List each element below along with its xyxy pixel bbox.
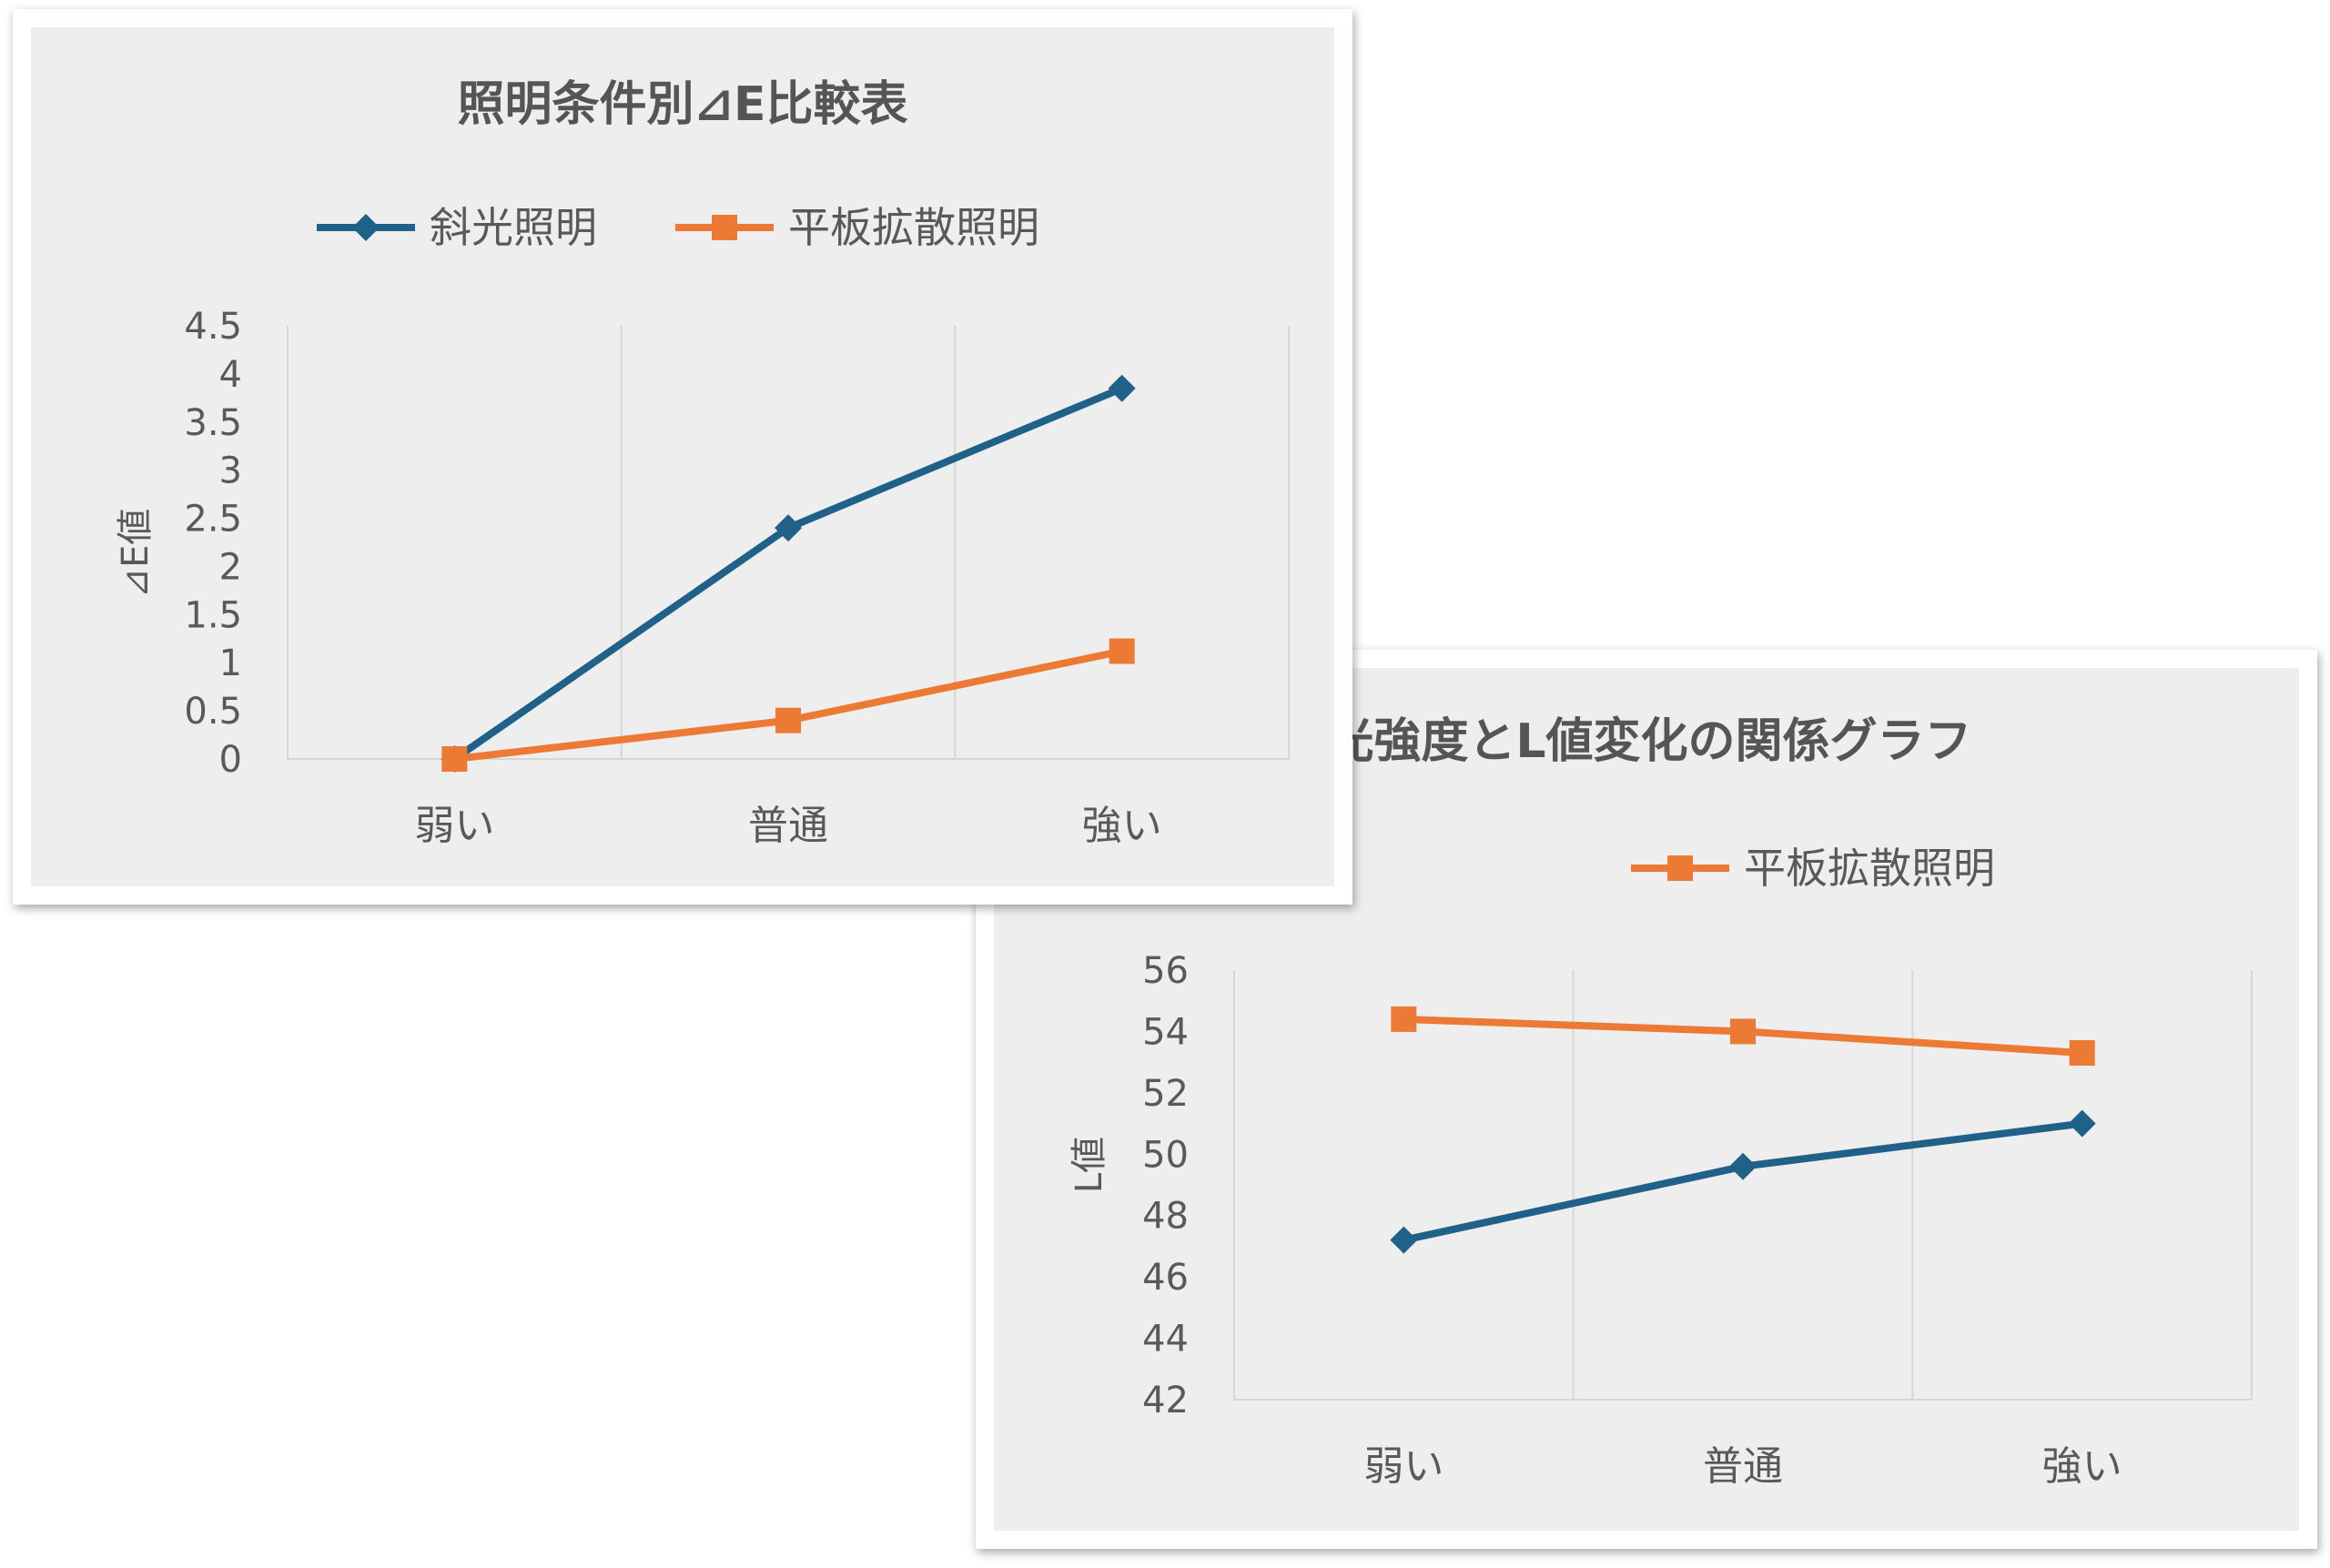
x-tick-label: 弱い <box>414 803 494 849</box>
y-tick-label: 42 <box>1142 1380 1189 1421</box>
y-tick-label: 54 <box>1142 1011 1189 1053</box>
series-line <box>1400 1119 2086 1244</box>
legend-marker <box>712 215 737 240</box>
y-tick-label: 2.5 <box>184 499 242 541</box>
chart-title: 光強度とL値変化の関係グラフ <box>1326 714 1971 769</box>
y-tick-label: 50 <box>1142 1134 1189 1176</box>
y-tick-label: 2 <box>219 546 242 588</box>
y-tick-label: 0.5 <box>184 691 242 733</box>
y-tick-label: 56 <box>1142 950 1189 992</box>
y-tick-label: 44 <box>1142 1319 1189 1361</box>
data-point <box>2068 1109 2096 1138</box>
data-point <box>2069 1040 2095 1067</box>
y-tick-label: 4 <box>219 354 242 396</box>
data-point <box>1109 638 1135 664</box>
data-point <box>1391 1006 1417 1032</box>
legend-label: 平板拡散照明 <box>788 203 1039 252</box>
y-tick-label: 48 <box>1142 1196 1189 1238</box>
data-point <box>775 514 802 542</box>
x-tick-label: 強い <box>2042 1443 2122 1490</box>
data-point <box>1390 1226 1418 1254</box>
y-tick-label: 1 <box>219 642 242 684</box>
legend-marker <box>352 214 380 241</box>
x-tick-label: 普通 <box>748 803 828 849</box>
legend-label: 平板拡散照明 <box>1744 844 1995 893</box>
data-point <box>1729 1152 1757 1180</box>
delta-e-line-chart: 照明条件別⊿E比較表 ⊿E値 0 0.5 1 1.5 2 2.5 3 3.5 4 4.5 弱い 普通 強… <box>115 77 1290 849</box>
y-tick-label: 0 <box>219 739 242 781</box>
data-point <box>441 746 468 772</box>
delta-e-chart-card: 照明条件別⊿E比較表 ⊿E値 0 0.5 1 1.5 2 2.5 3 3.5 4 4.5 弱い 普通 強… <box>13 9 1352 905</box>
legend-marker <box>1667 855 1693 881</box>
x-tick-label: 弱い <box>1363 1443 1444 1490</box>
y-axis-label: L値 <box>1069 1137 1110 1193</box>
l-value-line-chart: 光強度とL値変化の関係グラフ L値 42 44 46 48 50 52 54 56 弱い 普通 強い… <box>885 714 2253 1490</box>
y-tick-label: 52 <box>1142 1073 1189 1115</box>
x-tick-label: 強い <box>1082 803 1162 849</box>
y-tick-label: 46 <box>1142 1257 1189 1299</box>
chart-title: 照明条件別⊿E比較表 <box>457 77 907 132</box>
series-line <box>451 647 1126 763</box>
y-tick-label: 1.5 <box>184 594 242 636</box>
y-tick-label: 3 <box>219 450 242 492</box>
chart-plot-background <box>31 27 1334 886</box>
data-point <box>775 707 801 733</box>
data-point <box>1108 374 1136 402</box>
y-tick-label: 3.5 <box>184 402 242 444</box>
x-tick-label: 普通 <box>1703 1443 1783 1490</box>
y-axis-label: ⊿E値 <box>115 509 157 599</box>
legend-label: 斜光照明 <box>430 203 597 252</box>
data-point <box>1730 1018 1756 1045</box>
y-tick-label: 4.5 <box>184 306 242 348</box>
series-line <box>451 384 1126 763</box>
